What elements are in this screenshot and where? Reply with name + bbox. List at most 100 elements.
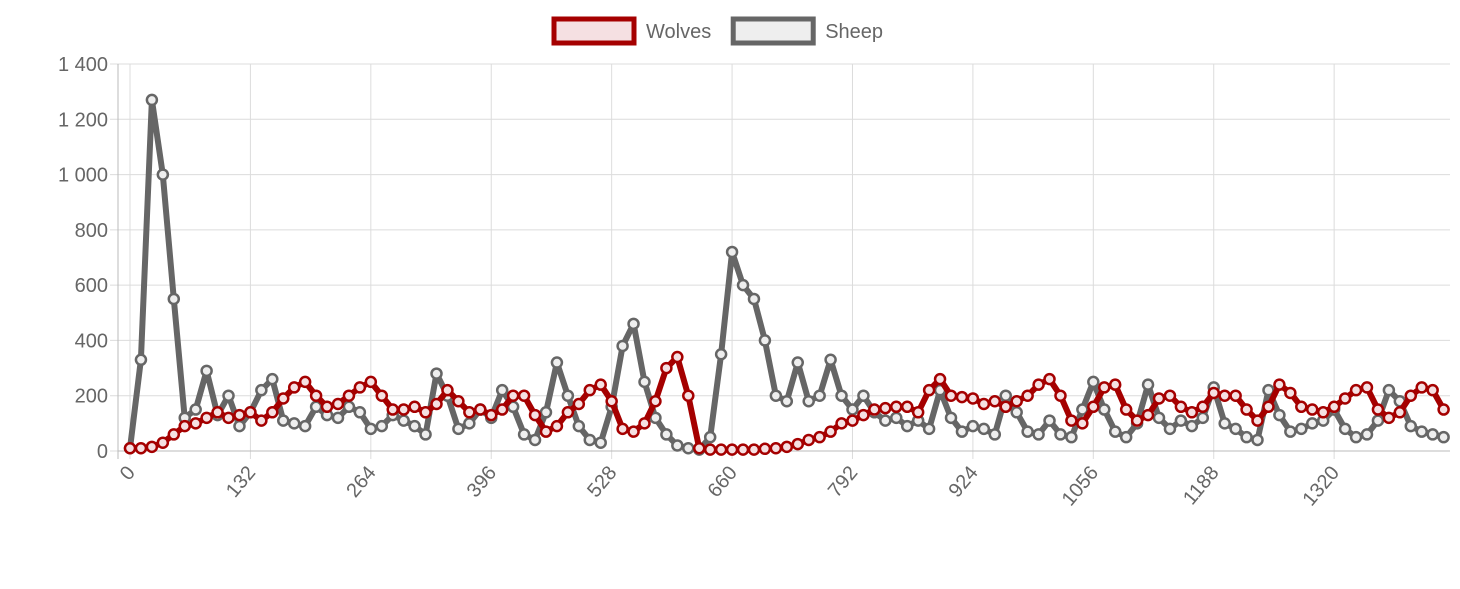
data-point bbox=[167, 292, 181, 306]
data-point bbox=[277, 414, 290, 427]
data-point bbox=[1065, 430, 1078, 444]
data-point bbox=[1119, 430, 1133, 444]
data-point bbox=[517, 428, 531, 441]
data-point bbox=[879, 414, 892, 427]
data-point bbox=[1174, 414, 1188, 427]
data-point bbox=[309, 389, 323, 402]
data-point bbox=[1273, 378, 1286, 391]
data-point bbox=[1426, 383, 1439, 397]
data-point bbox=[1371, 403, 1385, 416]
data-point bbox=[331, 397, 345, 411]
legend-label: Wolves bbox=[646, 21, 711, 43]
data-point bbox=[1284, 425, 1297, 438]
data-point bbox=[999, 389, 1012, 402]
data-point bbox=[222, 411, 235, 425]
data-point bbox=[1032, 428, 1045, 441]
data-point bbox=[1021, 425, 1034, 438]
data-point bbox=[266, 372, 279, 386]
legend-swatch bbox=[730, 16, 816, 46]
data-point bbox=[813, 430, 826, 444]
data-point bbox=[1295, 422, 1308, 436]
x-tick-label: 132 bbox=[222, 462, 260, 502]
data-point bbox=[298, 375, 312, 389]
data-point bbox=[1185, 406, 1199, 419]
x-tick-label: 792 bbox=[824, 462, 862, 502]
data-point bbox=[1119, 403, 1133, 416]
data-point bbox=[660, 361, 673, 375]
data-point bbox=[736, 443, 750, 456]
data-point bbox=[747, 443, 761, 456]
data-point bbox=[1382, 383, 1396, 397]
data-point bbox=[1338, 422, 1352, 436]
data-point bbox=[430, 397, 443, 411]
data-point bbox=[408, 400, 421, 414]
data-point bbox=[342, 389, 356, 402]
data-point bbox=[1360, 428, 1374, 441]
data-point bbox=[1163, 422, 1177, 436]
data-point bbox=[758, 442, 772, 456]
data-point bbox=[452, 394, 465, 408]
data-point bbox=[1196, 400, 1210, 414]
data-point bbox=[944, 389, 958, 402]
data-point bbox=[682, 389, 695, 402]
data-point bbox=[528, 433, 542, 447]
data-point bbox=[1371, 414, 1385, 427]
data-point bbox=[1174, 400, 1188, 414]
data-point bbox=[1273, 408, 1286, 422]
data-point bbox=[277, 392, 290, 405]
data-point bbox=[1108, 425, 1122, 438]
data-point bbox=[287, 417, 301, 430]
legend-swatch bbox=[551, 16, 637, 46]
data-point bbox=[145, 440, 159, 454]
data-point bbox=[561, 389, 575, 402]
data-point bbox=[594, 378, 607, 391]
y-tick-label: 1 200 bbox=[58, 109, 108, 131]
data-point bbox=[397, 414, 410, 427]
series bbox=[123, 350, 1450, 456]
data-point bbox=[802, 433, 815, 447]
data-point bbox=[791, 437, 805, 451]
data-point bbox=[298, 419, 312, 433]
data-point bbox=[123, 441, 137, 455]
x-tick-label: 0 bbox=[116, 462, 140, 485]
data-point bbox=[1404, 389, 1418, 402]
data-point bbox=[714, 443, 728, 456]
y-tick-label: 1 000 bbox=[58, 165, 108, 187]
data-point bbox=[1054, 389, 1067, 402]
data-point bbox=[857, 408, 870, 422]
data-point bbox=[955, 425, 969, 438]
data-point bbox=[255, 383, 268, 397]
data-point bbox=[1306, 403, 1319, 416]
data-point bbox=[1251, 433, 1264, 447]
y-tick-label: 800 bbox=[75, 220, 108, 242]
data-point bbox=[156, 168, 170, 181]
data-point bbox=[846, 414, 859, 427]
data-point bbox=[1141, 378, 1155, 391]
data-point bbox=[255, 414, 268, 427]
data-point bbox=[1087, 400, 1100, 414]
data-point bbox=[802, 394, 815, 408]
data-point bbox=[824, 425, 837, 438]
data-point bbox=[430, 367, 443, 380]
data-point bbox=[550, 419, 564, 433]
data-point bbox=[977, 397, 991, 411]
data-point bbox=[189, 417, 202, 430]
data-point bbox=[1152, 411, 1166, 425]
data-point bbox=[1415, 425, 1428, 438]
data-point bbox=[627, 317, 640, 331]
data-point bbox=[539, 425, 553, 438]
data-point bbox=[364, 375, 378, 389]
data-point bbox=[266, 406, 279, 419]
data-point bbox=[824, 353, 837, 367]
y-tick-label: 600 bbox=[75, 275, 108, 297]
data-point bbox=[572, 419, 586, 433]
data-point bbox=[1426, 428, 1439, 441]
data-point bbox=[397, 403, 410, 416]
data-point bbox=[320, 400, 334, 414]
data-point bbox=[780, 394, 794, 408]
data-point bbox=[572, 397, 586, 411]
data-point bbox=[988, 394, 1002, 408]
data-point bbox=[1065, 414, 1078, 427]
data-point bbox=[1130, 414, 1144, 427]
data-point bbox=[375, 419, 389, 433]
